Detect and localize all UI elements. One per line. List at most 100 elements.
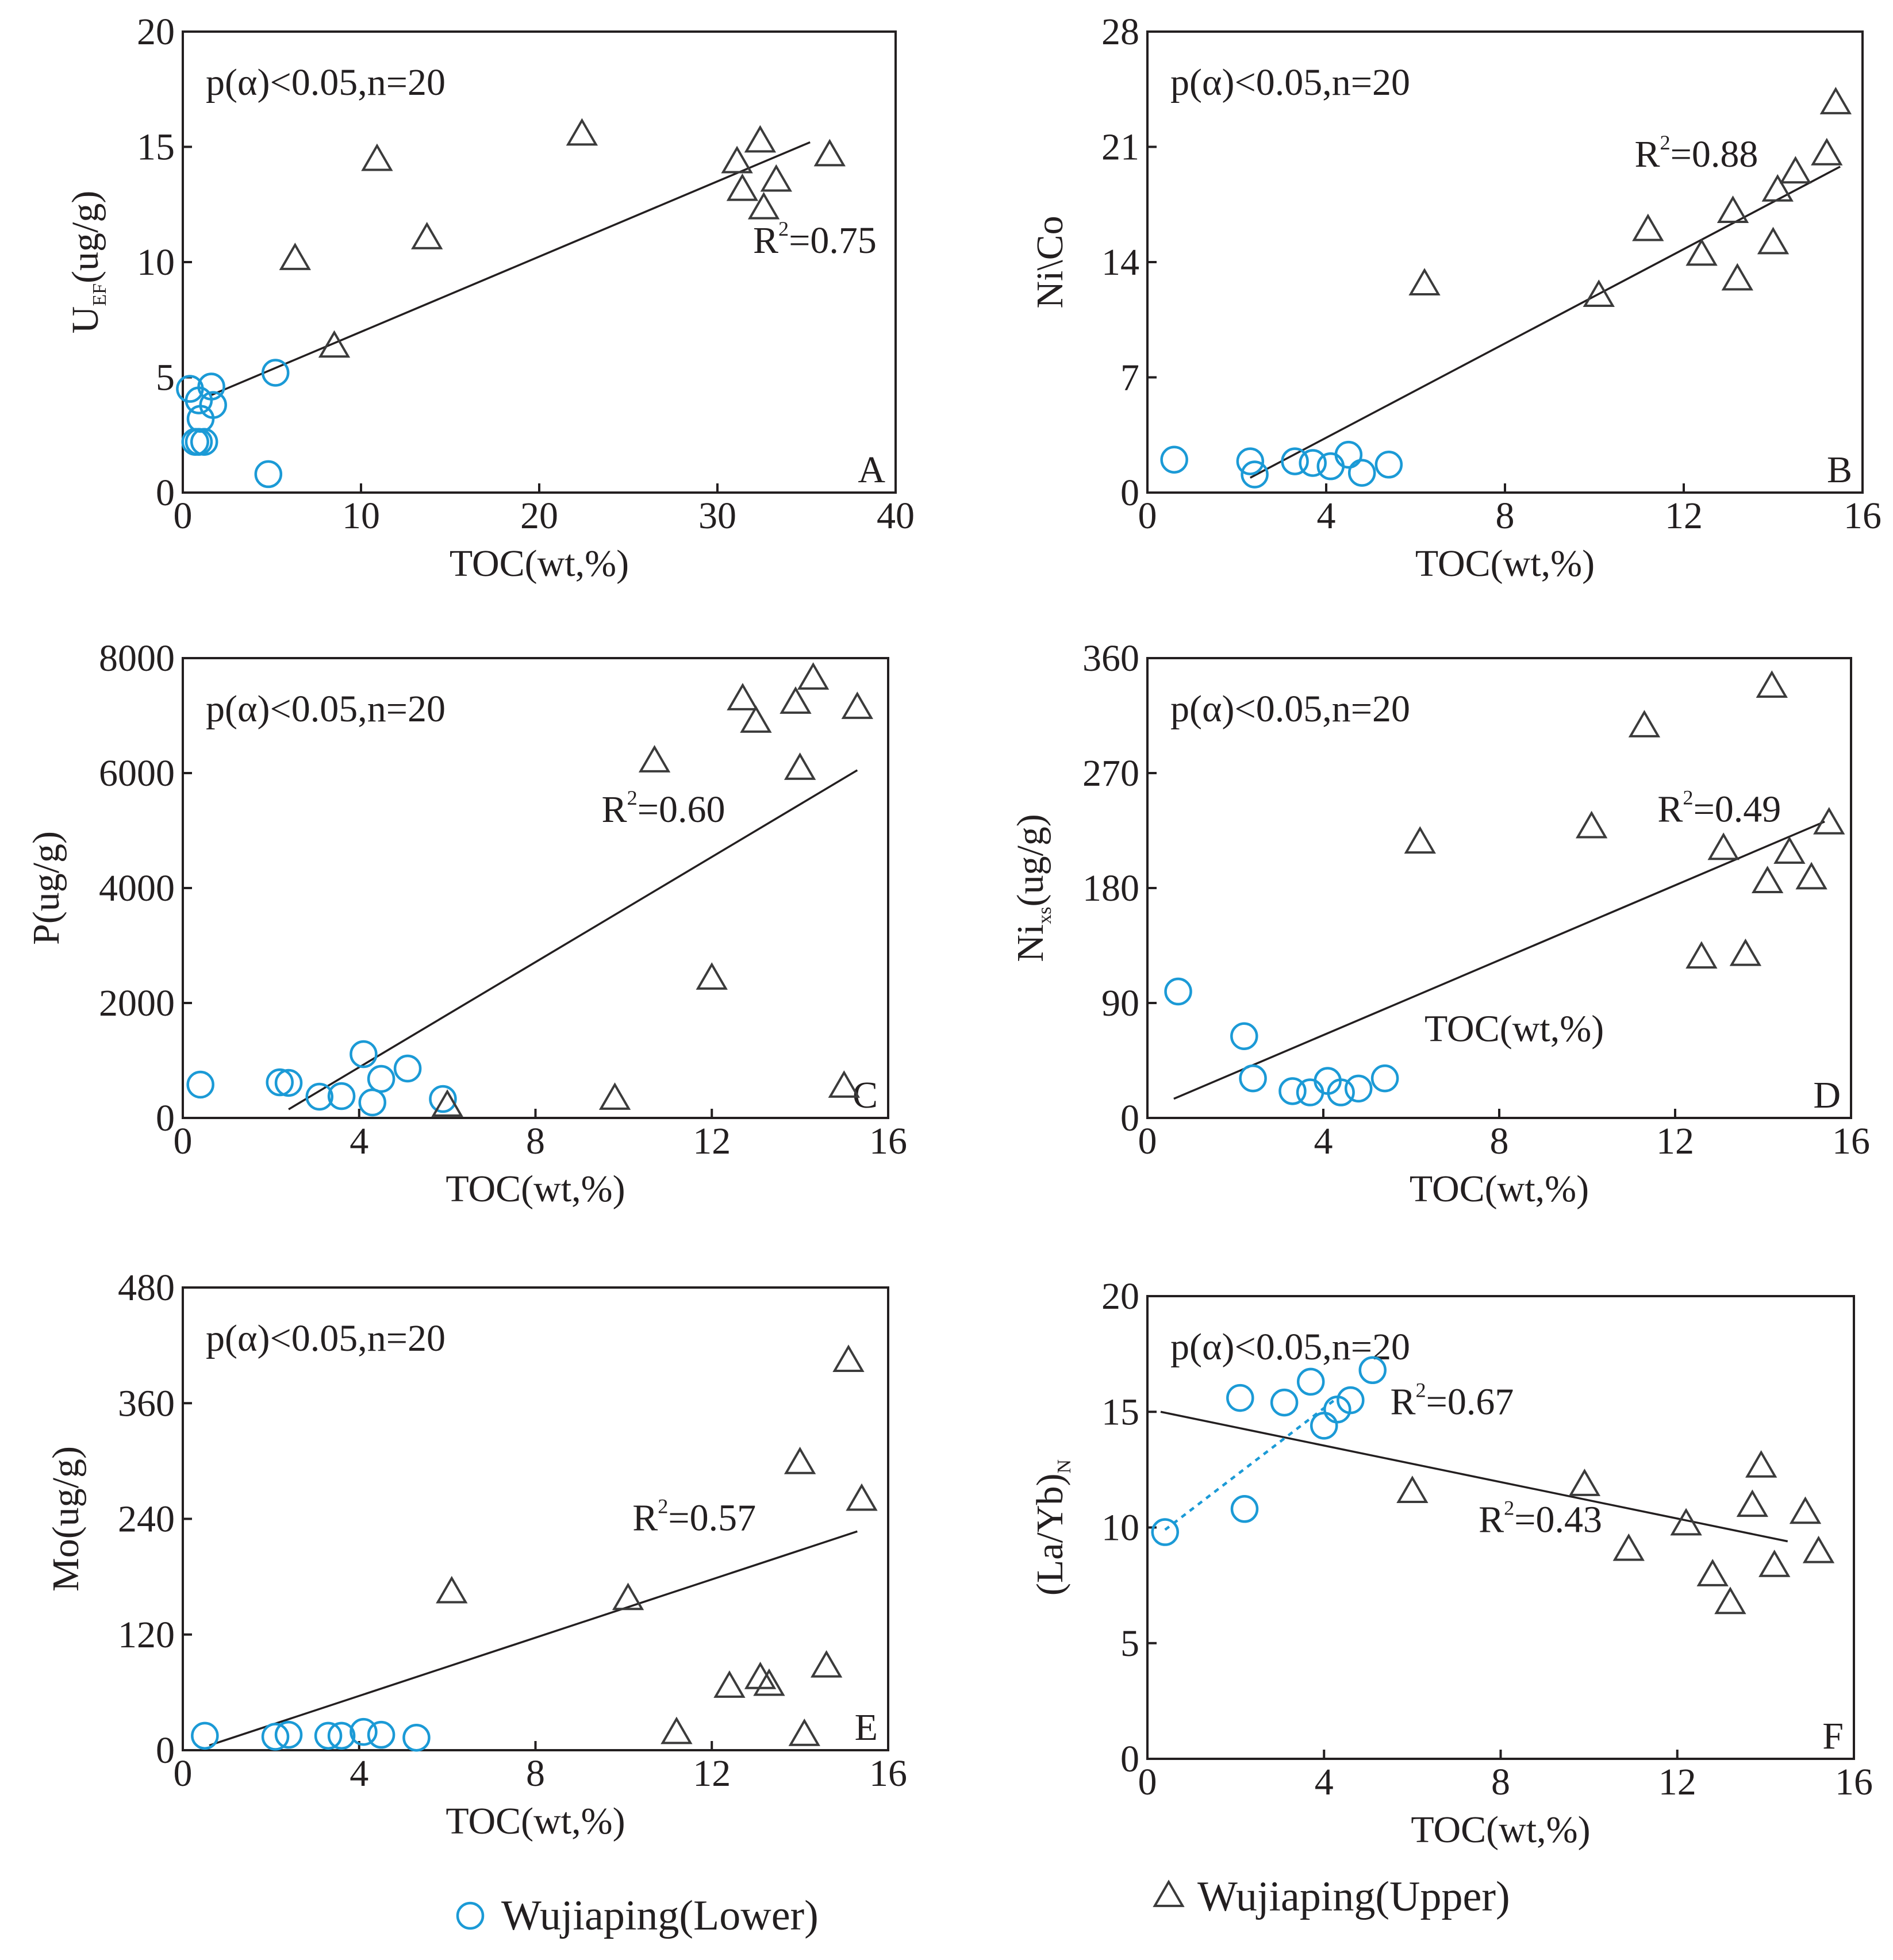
point-upper	[1758, 1550, 1791, 1577]
y-tick-label: 360	[118, 1382, 175, 1424]
point-lower	[1230, 1495, 1259, 1523]
point-upper	[1811, 137, 1843, 166]
point-upper	[784, 1446, 816, 1474]
r2-label: R2=0.60	[602, 786, 725, 831]
chart-stat-label: p(α)<0.05,n=20	[206, 62, 446, 103]
point-upper	[1408, 268, 1441, 295]
point-lower	[197, 372, 225, 401]
point-upper	[713, 1670, 746, 1698]
point-upper	[1685, 238, 1718, 266]
point-lower	[1374, 451, 1403, 479]
point-lower	[1241, 460, 1269, 489]
x-axis-label: TOC(wt,%)	[446, 1168, 625, 1210]
point-lower	[191, 1721, 219, 1750]
point-lower	[274, 1069, 303, 1097]
x-tick-label: 8	[526, 1120, 545, 1162]
point-lower	[367, 1720, 396, 1749]
chart-stat-label: p(α)<0.05,n=20	[206, 1317, 446, 1359]
point-lower	[358, 1088, 387, 1117]
point-lower	[1327, 1078, 1355, 1106]
point-upper	[788, 1718, 820, 1746]
point-upper	[1707, 832, 1740, 860]
y-tick-label: 180	[1082, 867, 1139, 909]
point-lower	[1296, 1367, 1325, 1396]
point-lower	[350, 1717, 378, 1746]
point-lower	[186, 1070, 214, 1099]
point-lower	[266, 1068, 294, 1097]
x-tick-label: 0	[174, 1753, 193, 1794]
y-tick-label: 270	[1082, 752, 1139, 794]
point-lower	[199, 391, 227, 419]
chart-annotation: TOC(wt,%)	[1424, 1008, 1604, 1050]
point-lower	[1337, 1386, 1365, 1415]
x-tick-label: 16	[1844, 495, 1882, 537]
r2-label: R2=0.75	[753, 217, 877, 262]
point-lower	[327, 1721, 356, 1750]
point-upper	[1696, 1559, 1729, 1586]
point-upper	[1404, 826, 1436, 854]
point-upper	[318, 330, 351, 358]
point-upper	[1757, 226, 1790, 255]
y-axis-label: (La/Yb)N	[1029, 1459, 1075, 1596]
point-upper	[1779, 156, 1812, 184]
point-upper	[841, 691, 873, 719]
point-upper	[411, 221, 443, 249]
y-tick-label: 10	[1101, 1507, 1139, 1549]
y-tick-label: 90	[1101, 982, 1139, 1024]
chart-panel-e: 0 4 8 12 16 0 120 240 360 480 TOC(wt,%) Mo(ug/g) p(α…	[45, 1267, 907, 1842]
x-tick-label: 4	[350, 1753, 368, 1794]
point-upper	[361, 143, 393, 171]
point-upper	[1575, 810, 1608, 839]
point-upper	[1714, 1586, 1746, 1615]
legend-label: Wujiaping(Upper)	[1197, 1873, 1510, 1920]
point-lower	[1344, 1074, 1373, 1103]
chart-stat-label: p(α)<0.05,n=20	[206, 688, 446, 730]
point-lower	[1299, 449, 1327, 477]
point-lower	[1358, 1356, 1387, 1385]
x-tick-label: 12	[693, 1120, 731, 1162]
point-upper	[1736, 1489, 1769, 1517]
fit-line	[1250, 166, 1841, 479]
point-upper	[1819, 87, 1852, 114]
point-lower	[1230, 1022, 1258, 1051]
y-tick-label: 20	[137, 11, 175, 53]
x-tick-label: 12	[1656, 1120, 1694, 1162]
point-lower	[190, 428, 218, 456]
legend-label: Wujiaping(Lower)	[501, 1892, 819, 1939]
x-tick-label: 16	[869, 1753, 907, 1794]
point-upper	[696, 962, 728, 990]
point-upper	[1396, 1475, 1429, 1504]
r2-label: R2=0.49	[1657, 786, 1781, 830]
x-axis-label: TOC(wt,%)	[446, 1800, 625, 1842]
y-tick-label: 5	[156, 357, 175, 399]
point-lower	[402, 1723, 431, 1752]
point-upper	[828, 1070, 860, 1098]
point-upper	[1813, 806, 1845, 835]
point-lower	[327, 1082, 356, 1110]
point-upper	[1583, 279, 1615, 308]
point-lower	[1370, 1064, 1399, 1093]
point-lower	[393, 1054, 422, 1083]
point-upper	[566, 118, 598, 146]
point-lower	[1239, 1064, 1267, 1093]
point-lower	[1281, 447, 1309, 475]
r2-label: R2=0.67	[1390, 1378, 1514, 1423]
point-upper	[1756, 670, 1788, 698]
point-upper	[279, 243, 311, 270]
fit-line	[209, 141, 811, 397]
point-lower	[1151, 1518, 1179, 1546]
y-tick-label: 14	[1101, 241, 1139, 283]
point-lower	[1334, 440, 1363, 469]
x-tick-label: 4	[1314, 1120, 1333, 1162]
fit-line-lower	[1164, 1397, 1338, 1531]
y-tick-label: 240	[118, 1498, 175, 1540]
point-lower	[367, 1064, 396, 1093]
point-upper	[797, 662, 830, 690]
point-upper	[740, 705, 772, 733]
point-upper	[726, 173, 759, 201]
x-axis-label: TOC(wt,%)	[1410, 1168, 1589, 1210]
point-upper	[810, 1650, 843, 1678]
chart-panel-c: 0 4 8 12 16 0 2000 4000 6000 8000 TOC(wt,%) P(ug/g)…	[25, 637, 907, 1210]
point-upper	[780, 686, 812, 714]
point-upper	[846, 1483, 878, 1511]
